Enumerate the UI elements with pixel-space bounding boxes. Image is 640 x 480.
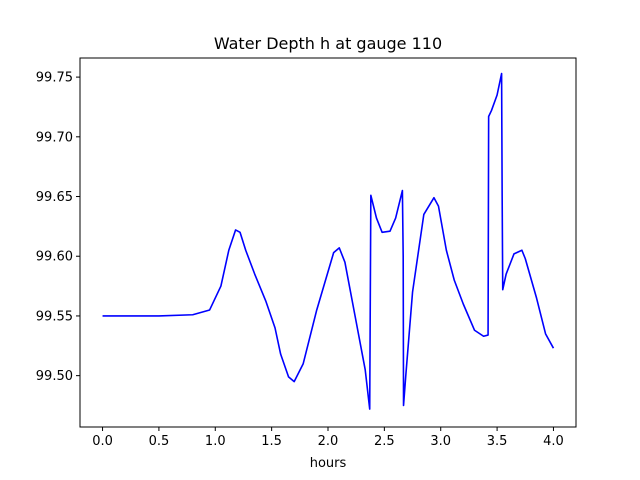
x-tick-label: 3.0	[430, 434, 451, 449]
x-tick-label: 0.5	[149, 434, 170, 449]
y-tick-label: 99.75	[36, 71, 73, 86]
y-axis: 99.50 99.55 99.60 99.65 99.70 99.75	[36, 71, 80, 384]
x-axis-label: hours	[310, 456, 347, 471]
y-tick-label: 99.70	[36, 130, 73, 145]
y-tick-label: 99.65	[36, 190, 73, 205]
x-axis: 0.0 0.5 1.0 1.5 2.0 2.5 3.0 3.5 4.0	[92, 427, 564, 449]
x-tick-label: 4.0	[543, 434, 564, 449]
series-line	[102, 72, 555, 410]
x-tick-label: 1.0	[205, 434, 226, 449]
y-tick-label: 99.55	[36, 309, 73, 324]
x-tick-label: 3.5	[487, 434, 508, 449]
x-tick-label: 0.0	[92, 434, 113, 449]
x-tick-label: 2.0	[318, 434, 339, 449]
chart-title: Water Depth h at gauge 110	[214, 34, 442, 53]
y-tick-label: 99.60	[36, 250, 73, 265]
x-tick-label: 1.5	[261, 434, 282, 449]
x-tick-label: 2.5	[374, 434, 395, 449]
y-tick-label: 99.50	[36, 369, 73, 384]
